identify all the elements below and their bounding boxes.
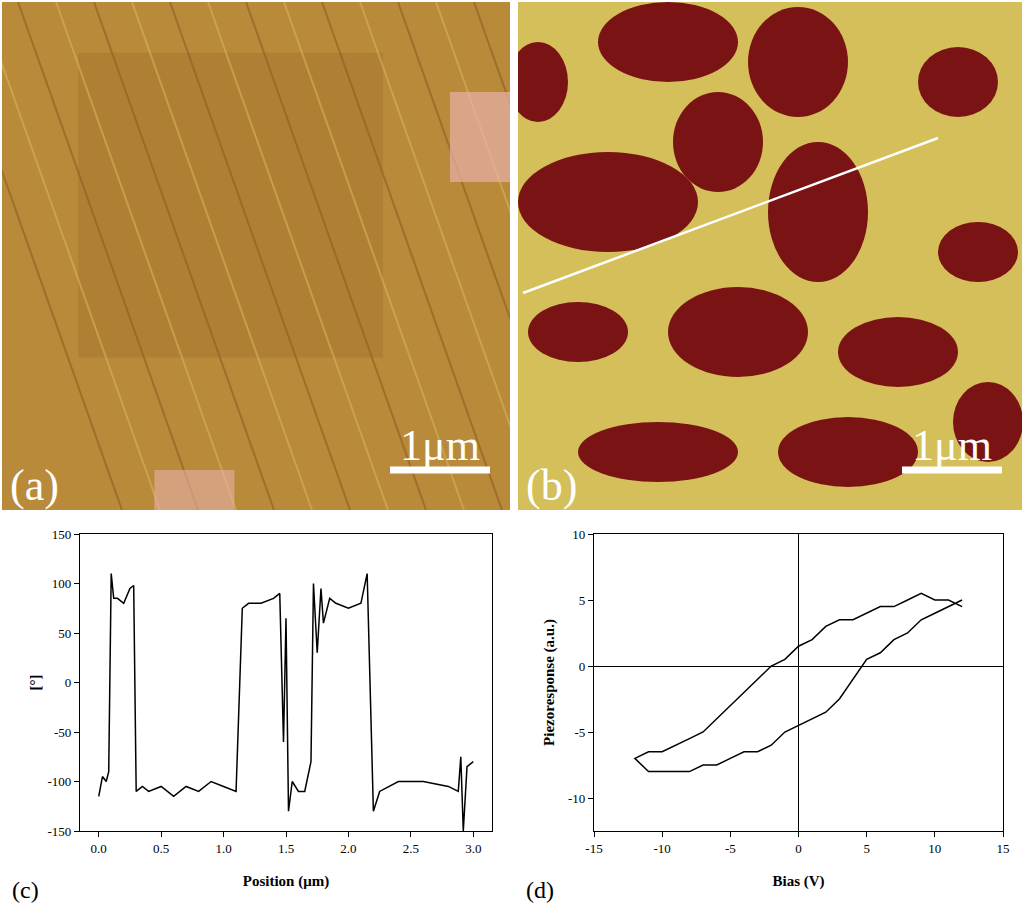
svg-text:1.0: 1.0 xyxy=(215,841,231,856)
svg-text:0: 0 xyxy=(65,675,72,690)
svg-text:(b): (b) xyxy=(526,461,577,510)
svg-text:5: 5 xyxy=(863,841,870,856)
svg-text:-50: -50 xyxy=(54,725,71,740)
svg-text:-15: -15 xyxy=(585,841,602,856)
svg-text:(c): (c) xyxy=(12,877,39,903)
svg-text:10: 10 xyxy=(928,841,941,856)
svg-text:0.5: 0.5 xyxy=(153,841,169,856)
svg-text:[°]: [°] xyxy=(27,675,43,691)
svg-text:3.0: 3.0 xyxy=(465,841,481,856)
svg-text:-10: -10 xyxy=(653,841,670,856)
svg-text:0: 0 xyxy=(579,659,586,674)
svg-text:Position (μm): Position (μm) xyxy=(243,873,329,890)
svg-text:1μm: 1μm xyxy=(912,421,992,470)
svg-text:0.0: 0.0 xyxy=(91,841,107,856)
svg-text:2.5: 2.5 xyxy=(403,841,419,856)
svg-text:15: 15 xyxy=(997,841,1010,856)
svg-text:-10: -10 xyxy=(568,791,585,806)
svg-text:-150: -150 xyxy=(47,824,71,839)
svg-text:50: 50 xyxy=(58,626,71,641)
svg-text:150: 150 xyxy=(52,527,72,542)
svg-text:0: 0 xyxy=(795,841,802,856)
svg-text:-5: -5 xyxy=(574,725,585,740)
svg-text:(d): (d) xyxy=(526,877,554,903)
svg-text:Bias (V): Bias (V) xyxy=(772,873,824,890)
svg-text:2.0: 2.0 xyxy=(340,841,356,856)
svg-text:-100: -100 xyxy=(47,774,71,789)
svg-text:5: 5 xyxy=(579,593,586,608)
svg-text:Piezoresponse (a.u.): Piezoresponse (a.u.) xyxy=(541,619,558,746)
svg-text:100: 100 xyxy=(52,576,72,591)
svg-text:(a): (a) xyxy=(10,461,59,510)
svg-text:1.5: 1.5 xyxy=(278,841,294,856)
svg-text:10: 10 xyxy=(572,527,585,542)
svg-text:1μm: 1μm xyxy=(400,421,480,470)
svg-text:-5: -5 xyxy=(725,841,736,856)
